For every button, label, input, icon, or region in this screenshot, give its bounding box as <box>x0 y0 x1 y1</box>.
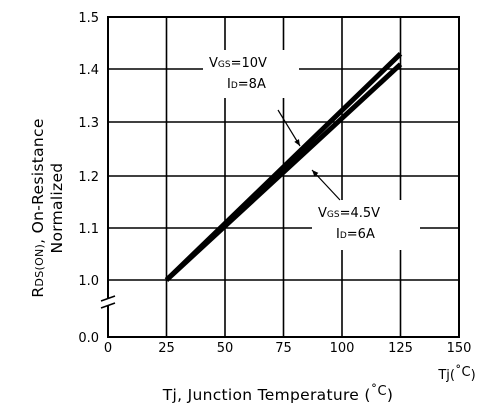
y-axis-break <box>100 295 116 309</box>
x-tick-label: 75 <box>275 341 292 356</box>
y-axis-title-line2: Normalized <box>48 163 66 254</box>
axis-break-slash-1 <box>100 295 116 302</box>
axis-break-slash-2 <box>100 302 116 309</box>
x-tick-label: 150 <box>447 341 472 356</box>
y-tick-label: 1.1 <box>78 222 99 237</box>
x-tick-label: 25 <box>158 341 175 356</box>
y-axis-title-line1: RDS(ON), On-Resistance <box>29 118 47 297</box>
annotations: VGS=10V ID=8A VGS=4.5V ID=6A <box>203 50 420 250</box>
annotation-1-line2: ID=8A <box>227 77 266 92</box>
y-axis-title: RDS(ON), On-Resistance Normalized <box>29 118 66 297</box>
plot-border <box>107 16 460 338</box>
y-tick-label: 0.0 <box>78 331 99 346</box>
annotation-bg-1 <box>203 50 299 98</box>
series-line-2 <box>164 62 403 282</box>
annotation-arrowhead-1 <box>294 139 300 146</box>
x-tick-label: 0 <box>104 341 112 356</box>
tick-labels: 0 25 50 75 100 125 150 0.0 1.0 1.1 1.2 1.3 1.4 1.5 <box>78 11 471 356</box>
y-tick-label: 1.0 <box>78 274 99 289</box>
x-tick-label: 125 <box>388 341 413 356</box>
annotation-arrow-1 <box>277 109 301 147</box>
x-axis-title: Tj, Junction Temperature (˚C) <box>162 383 394 404</box>
x-tick-label: 50 <box>217 341 234 356</box>
y-tick-label: 1.5 <box>78 11 99 26</box>
annotation-arrowhead-2 <box>312 170 319 177</box>
annotation-arrow-2 <box>311 169 341 201</box>
annotation-1-line1: VGS=10V <box>209 56 267 71</box>
annotation-2-line1: VGS=4.5V <box>318 206 380 221</box>
y-tick-label: 1.3 <box>78 116 99 131</box>
plot-frame <box>107 16 460 338</box>
y-tick-label: 1.4 <box>78 63 99 78</box>
annotation-bg-2 <box>312 200 420 250</box>
annotation-2-line2: ID=6A <box>336 227 375 242</box>
x-unit-label: Tj(˚C) <box>437 364 475 383</box>
x-tick-label: 100 <box>330 341 355 356</box>
axis-break-gap <box>102 298 114 306</box>
series-group <box>164 52 403 282</box>
y-tick-label: 1.2 <box>78 170 99 185</box>
